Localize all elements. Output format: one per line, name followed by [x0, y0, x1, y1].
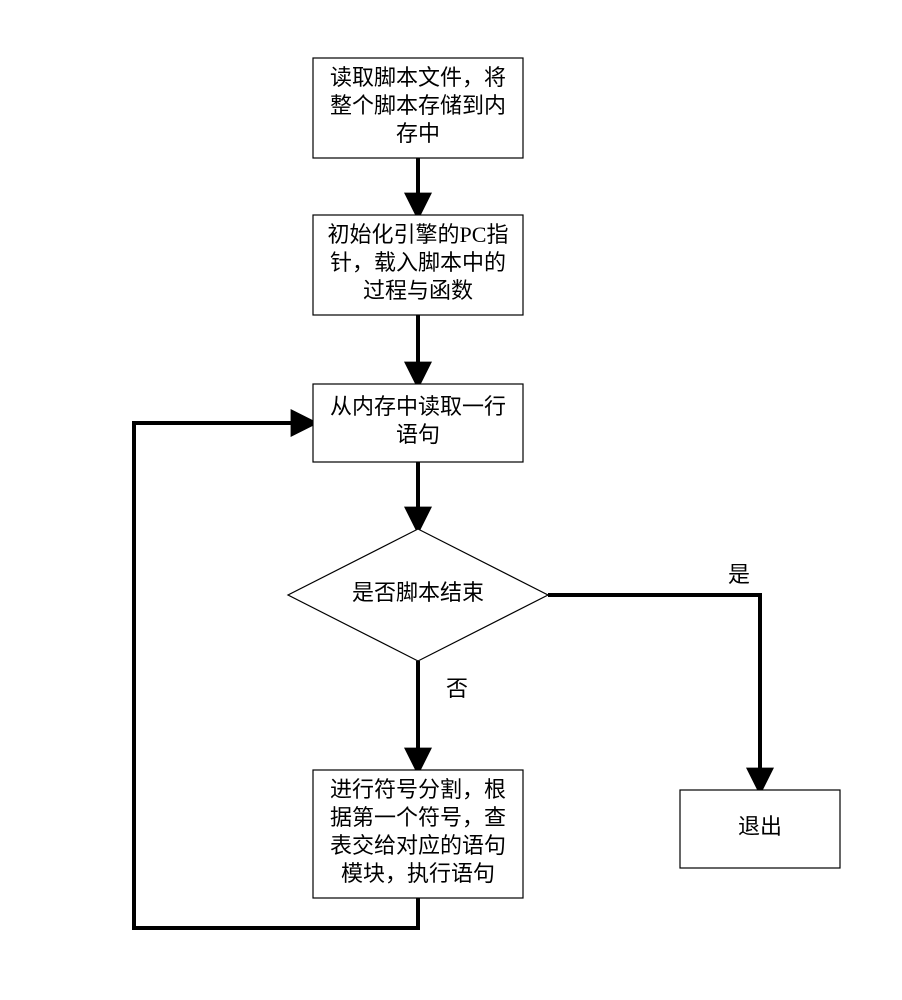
node-text-line: 过程与函数: [363, 278, 473, 303]
node-text-line: 是否脚本结束: [352, 580, 484, 605]
node-text-line: 表交给对应的语句: [330, 833, 506, 858]
edge-label: 是: [728, 562, 750, 587]
node-text-line: 针，载入脚本中的: [330, 250, 506, 275]
edge-n4-n5: 否: [418, 661, 468, 770]
node-n5: 进行符号分割，根据第一个符号，查表交给对应的语句模块，执行语句: [313, 770, 523, 898]
node-text-line: 读取脚本文件，将: [330, 65, 506, 90]
edge-n4-n6: 是: [548, 562, 760, 790]
node-n4: 是否脚本结束: [288, 529, 548, 661]
node-text-line: 从内存中读取一行: [330, 394, 506, 419]
node-text-line: 初始化引擎的PC指: [328, 222, 509, 247]
node-n1: 读取脚本文件，将整个脚本存储到内存中: [313, 58, 523, 158]
node-n3: 从内存中读取一行语句: [313, 384, 523, 462]
node-text-line: 语句: [396, 422, 440, 447]
node-text-line: 进行符号分割，根: [330, 777, 506, 802]
node-n6: 退出: [680, 790, 840, 868]
node-text-line: 整个脚本存储到内: [330, 93, 506, 118]
node-text-line: 存中: [396, 121, 440, 146]
node-text-line: 模块，执行语句: [341, 861, 495, 886]
node-text-line: 据第一个符号，查: [330, 805, 506, 830]
edge-label: 否: [446, 676, 468, 701]
node-n2: 初始化引擎的PC指针，载入脚本中的过程与函数: [313, 215, 523, 315]
node-text-line: 退出: [738, 814, 782, 839]
